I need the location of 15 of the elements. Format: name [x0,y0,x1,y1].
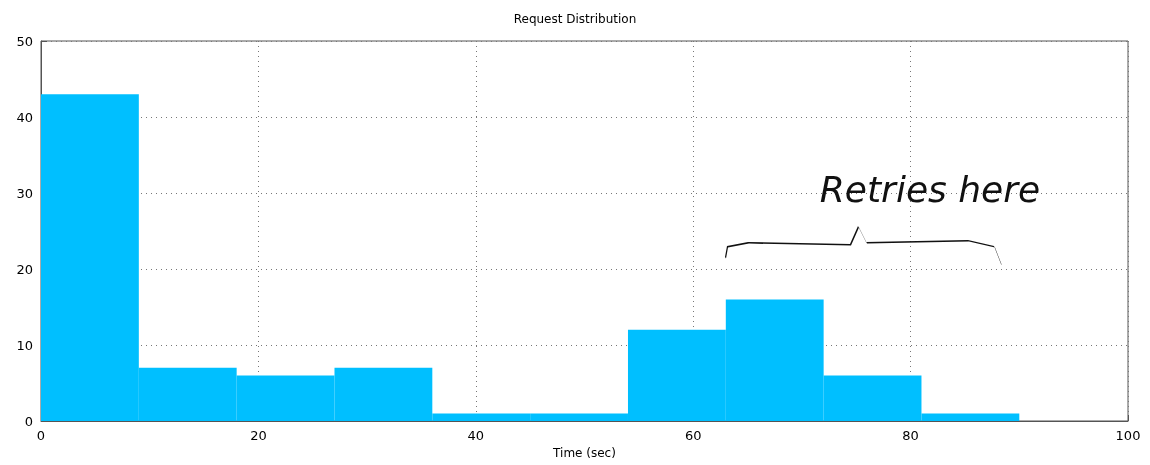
y-tick-label: 10 [16,337,33,353]
x-tick-label: 100 [1115,428,1141,443]
x-tick-label: 80 [902,428,919,443]
y-tick-label: 20 [16,261,33,277]
annotation: Retries here [819,169,1041,210]
x-tick-label: 60 [684,428,702,443]
x-tick-label: 40 [467,428,485,443]
x-tick-label: 0 [36,428,46,443]
x-tick-label: 20 [250,428,267,443]
y-tick-label: 30 [16,185,33,201]
y-tick-label: 50 [16,33,33,49]
chart-title: Request Distribution [513,12,637,26]
x-axis-title: Time (sec) [552,446,616,460]
y-tick-label: 40 [16,109,33,125]
y-tick-label: 0 [24,413,33,429]
